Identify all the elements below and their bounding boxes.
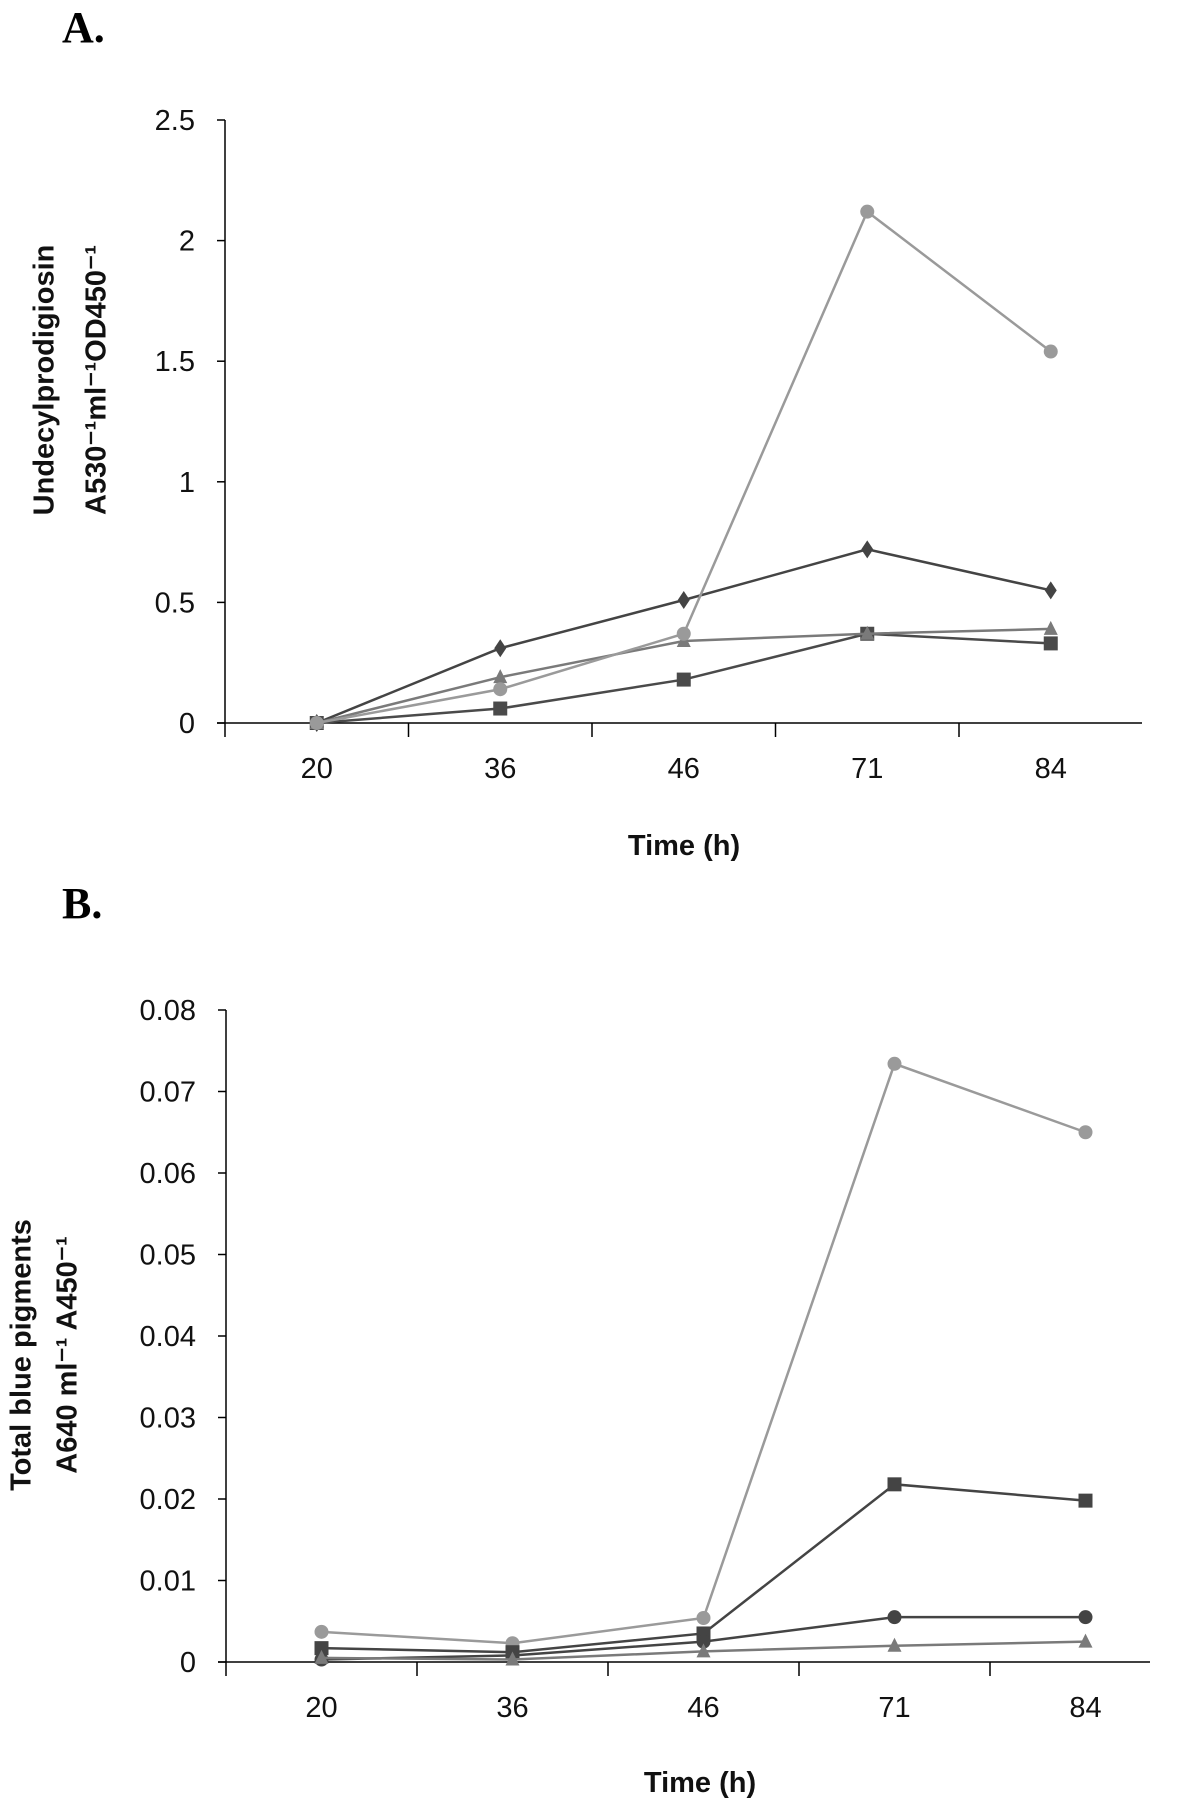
x-axis-label: Time (h) [644,1767,756,1799]
data-point [887,1610,902,1625]
y-tick-label: 1 [179,467,195,499]
y-tick-label: 0 [180,1647,196,1679]
y-tick-label: 2 [179,226,195,258]
y-tick-label: 2.5 [155,105,195,137]
data-point [696,1610,711,1625]
x-tick-label: 71 [851,753,883,785]
y-axis-label: A640 ml⁻¹ A450⁻¹ [52,1236,84,1473]
data-point [493,682,508,697]
series-circle [309,204,1058,730]
y-tick-label: 0 [179,708,195,740]
data-point [887,1637,902,1652]
chart-panel-a: A. 0 0.5 1 1.5 2 2.5 20 36 46 71 84 Time (h) Undecylp… [29,3,1142,862]
y-tick-label: 0.04 [140,1321,196,1353]
data-point [505,1651,520,1666]
data-point [1044,581,1057,600]
data-point [1078,1633,1093,1648]
x-tick-label: 84 [1069,1692,1101,1724]
series-circle-light [314,1056,1093,1651]
data-point [1078,1125,1093,1140]
data-point [493,701,508,716]
data-point [887,1477,902,1492]
series-triangle [314,1633,1093,1666]
x-tick-label: 46 [687,1692,719,1724]
series-line [321,1062,1086,1645]
x-tick-label: 46 [668,753,700,785]
chart-panel-b: B. 0 0.01 0.02 0.03 0.04 0.05 0.06 0.07 0.08 20 36 4… [6,879,1150,1799]
data-point [676,672,691,687]
data-point [696,1634,711,1649]
y-tick-label: 0.05 [140,1240,196,1272]
data-point [696,1643,711,1658]
x-axis-label: Time (h) [628,830,740,862]
data-point [861,540,874,559]
data-point [309,716,324,730]
x-tick-label: 71 [878,1692,910,1724]
y-axis-label: A530⁻¹ml⁻¹OD450⁻¹ [81,245,113,515]
data-point [860,204,875,219]
y-tick-label: 0.06 [140,1158,196,1190]
y-tick-label: 0.02 [140,1484,196,1516]
x-tick-label: 20 [305,1692,337,1724]
panel-label: A. [62,3,105,52]
data-point [860,625,875,640]
data-point [677,590,690,609]
x-tick-label: 20 [301,753,333,785]
data-point [1043,636,1058,651]
x-tick-label: 36 [484,753,516,785]
data-point [314,1641,329,1656]
y-tick-label: 0.03 [140,1403,196,1435]
y-tick-label: 0.01 [140,1566,196,1598]
data-point [1043,620,1058,635]
data-point [1078,1493,1093,1508]
y-tick-label: 0.5 [155,587,195,619]
data-point [1043,344,1058,359]
x-tick-label: 36 [496,1692,528,1724]
panel-label: B. [62,879,102,928]
y-axis-label: Total blue pigments [6,1219,38,1491]
data-point [493,669,508,684]
data-point [494,639,507,658]
y-tick-label: 1.5 [155,346,195,378]
y-tick-label: 0.08 [140,995,196,1027]
x-tick-label: 84 [1035,753,1067,785]
data-point [676,626,691,641]
data-point [1078,1610,1093,1625]
data-point [314,1649,329,1664]
series-diamond [310,540,1057,732]
y-tick-label: 0.07 [140,1077,196,1109]
y-axis-label: Undecylprodigiosin [29,245,61,516]
data-point [314,1624,329,1639]
series-square [314,1477,1093,1660]
data-point [887,1056,902,1071]
